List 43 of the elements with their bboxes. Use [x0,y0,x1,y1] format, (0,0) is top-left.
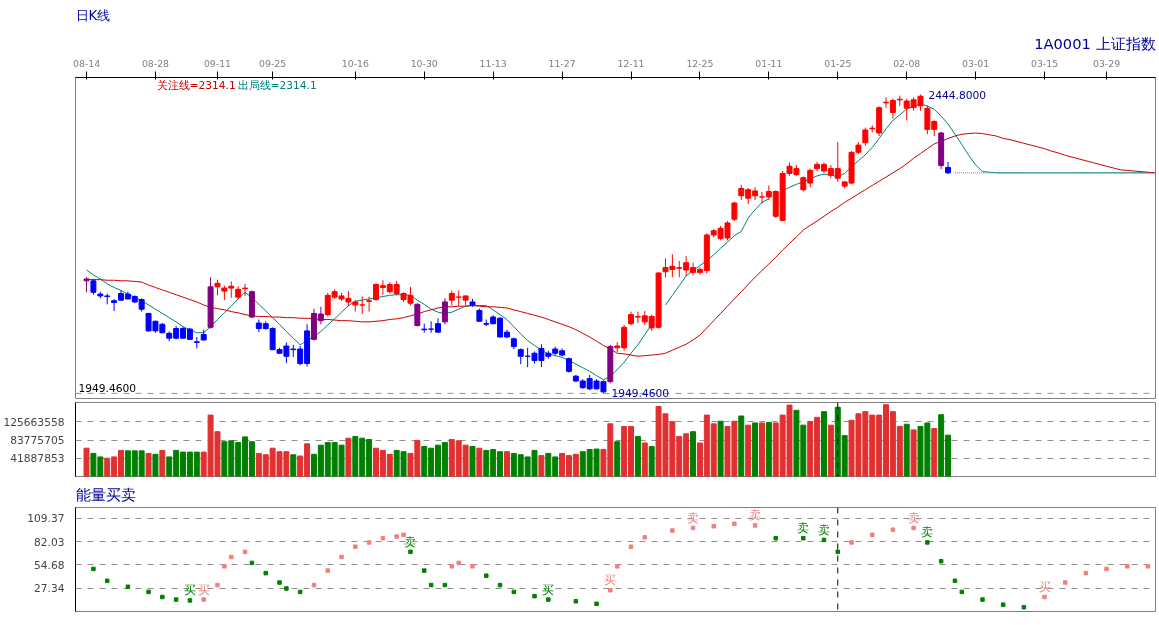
y-tick-label: 83775705 [10,434,65,448]
y-tick-label: 41887853 [10,452,65,466]
y-tick-label: 27.34 [33,582,65,596]
data-label: 买 [542,582,555,597]
ref-line-label: 1949.4600 [611,387,670,401]
x-tick-label: 10-30 [410,57,438,69]
data-label: 卖 [907,510,920,525]
x-tick-label: 12-25 [686,57,714,69]
x-tick-label: 01-11 [755,57,783,69]
x-tick-label: 10-16 [341,57,369,69]
x-tick-label: 08-28 [141,57,170,69]
y-tick-label: 109.37 [27,512,65,526]
y-tick-label: 54.68 [33,558,65,572]
data-label: 买 [183,583,196,598]
data-label: 买 [197,582,210,597]
y-tick-label: 82.03 [33,535,65,549]
annotation: 关注线=2314.1 [156,79,236,93]
x-tick-label: 02-08 [893,57,921,69]
chart-title: 能量买卖 [75,485,136,503]
x-tick-label: 12-11 [617,57,645,69]
data-label: 卖 [797,521,810,536]
x-tick-label: 03-15 [1030,57,1059,69]
x-tick-label: 01-25 [824,57,852,69]
data-label: 卖 [404,534,417,549]
data-label: 卖 [817,522,830,537]
x-tick-label: 03-29 [1093,57,1121,69]
x-tick-label: 11-13 [479,57,507,69]
data-label: 卖 [687,510,700,525]
annotation: 1949.4600 [78,382,137,396]
data-label: 买 [1038,580,1051,595]
chart-title: 1A0001 上证指数 [1034,34,1156,52]
annotation: 出局线=2314.1 [237,79,317,93]
annotation: 2444.8000 [928,88,987,102]
x-tick-label: 09-11 [203,57,232,69]
x-tick-label: 03-01 [962,57,990,69]
data-label: 买 [604,573,617,588]
chart-subtitle: 日K线 [75,7,111,23]
data-label: 卖 [921,525,934,540]
y-tick-label: 125663558 [3,415,65,429]
x-tick-label: 09-25 [259,57,287,69]
x-tick-label: 11-27 [548,57,576,69]
data-label: 卖 [749,508,762,523]
x-tick-label: 08-14 [72,57,101,69]
